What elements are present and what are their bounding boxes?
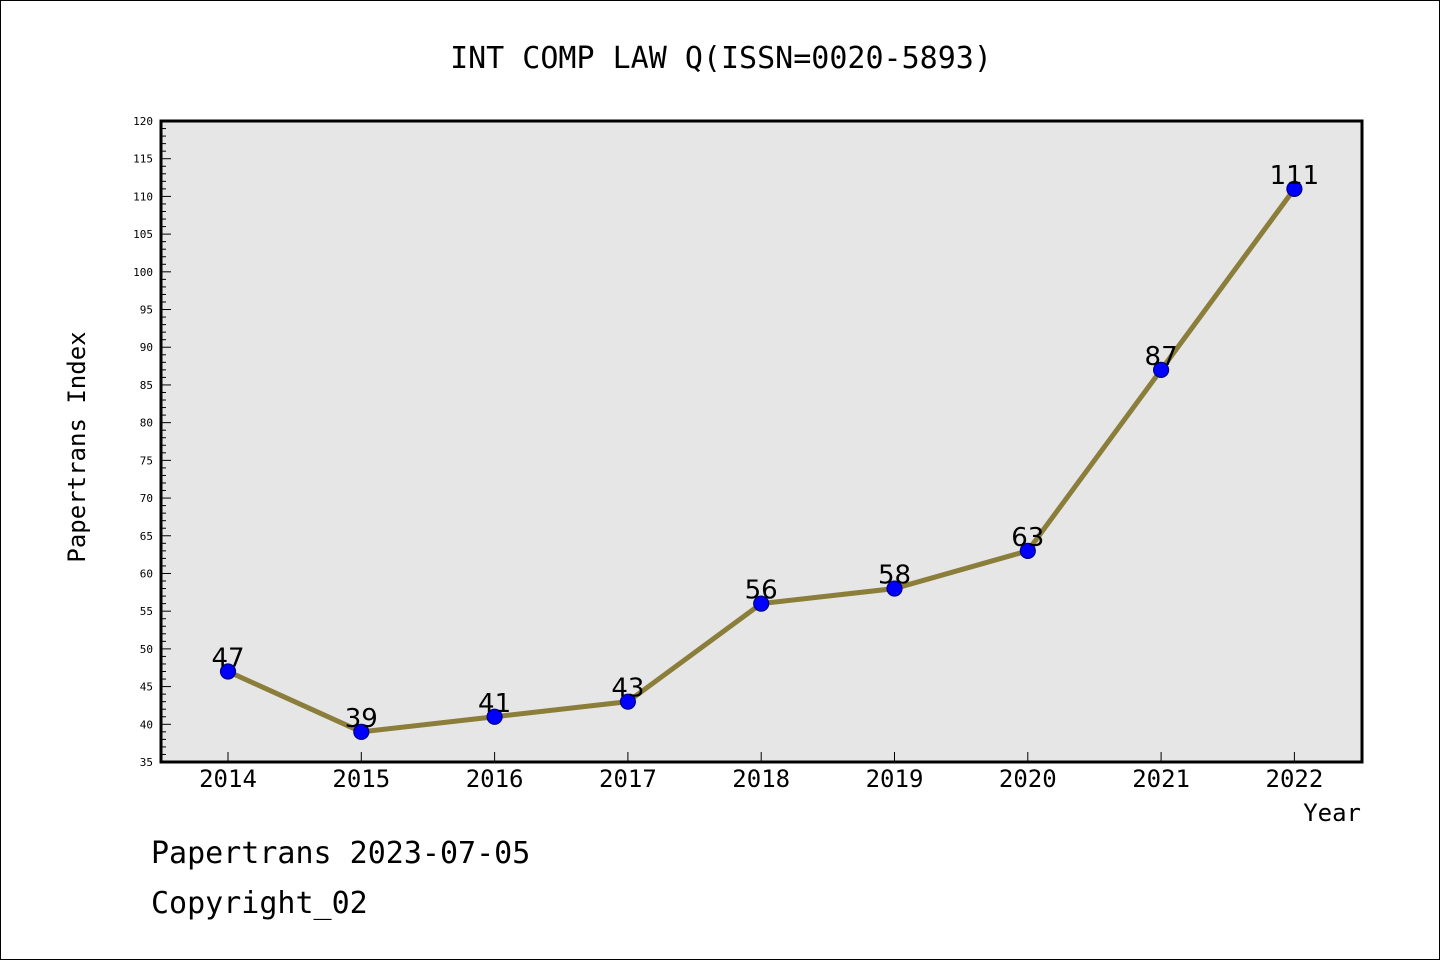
y-axis: 35 40 45 50 55 60 65 70 75 80 85 90 95 100 105 110 115 12… bbox=[133, 115, 171, 769]
x-tick-label: 2020 bbox=[999, 765, 1057, 793]
y-tick-label: 80 bbox=[140, 417, 153, 430]
data-point bbox=[753, 595, 770, 612]
footer-copyright: Copyright_02 bbox=[151, 886, 368, 921]
y-tick-label: 40 bbox=[140, 718, 153, 731]
data-label: 63 bbox=[1011, 523, 1044, 553]
plot-area bbox=[159, 119, 1364, 764]
x-axis: 2014 2015 2016 2017 2018 2019 2020 2021 2022 bbox=[199, 752, 1323, 793]
y-tick-label: 75 bbox=[140, 454, 153, 467]
x-tick-label: 2019 bbox=[866, 765, 924, 793]
data-point bbox=[486, 708, 503, 725]
data-labels-group: 47 39 41 43 56 58 63 87 111 bbox=[211, 161, 1319, 734]
y-tick-label: 70 bbox=[140, 492, 153, 505]
y-tick-label: 50 bbox=[140, 643, 153, 656]
data-label: 58 bbox=[878, 561, 911, 591]
markers-group bbox=[219, 180, 1303, 740]
y-axis-label: Papertrans Index bbox=[63, 331, 91, 562]
y-tick-label: 35 bbox=[140, 756, 153, 769]
y-tick-label: 105 bbox=[133, 228, 153, 241]
data-point bbox=[1152, 361, 1170, 378]
y-tick-label: 65 bbox=[140, 530, 153, 543]
y-tick-label: 115 bbox=[133, 153, 153, 166]
y-tick-label: 110 bbox=[133, 190, 153, 203]
data-label: 87 bbox=[1145, 342, 1178, 372]
y-tick-label: 95 bbox=[140, 304, 153, 317]
y-tick-label: 55 bbox=[140, 605, 153, 618]
chart-title: INT COMP LAW Q(ISSN=0020-5893) bbox=[450, 41, 992, 76]
x-tick-label: 2016 bbox=[466, 765, 524, 793]
x-tick-label: 2018 bbox=[732, 765, 790, 793]
data-label: 47 bbox=[211, 644, 244, 674]
data-point bbox=[219, 663, 237, 680]
y-tick-label: 90 bbox=[140, 341, 153, 354]
data-label: 43 bbox=[611, 674, 644, 704]
footer-date: Papertrans 2023-07-05 bbox=[151, 836, 531, 871]
x-tick-label: 2017 bbox=[599, 765, 657, 793]
x-tick-label: 2015 bbox=[332, 765, 390, 793]
data-point bbox=[353, 723, 370, 740]
data-point bbox=[1019, 542, 1036, 559]
data-label: 56 bbox=[745, 576, 778, 606]
data-label: 39 bbox=[345, 704, 378, 734]
x-tick-label: 2021 bbox=[1132, 765, 1190, 793]
y-tick-label: 45 bbox=[140, 681, 153, 694]
x-tick-label: 2014 bbox=[199, 765, 257, 793]
data-point bbox=[1286, 180, 1303, 197]
x-tick-label: 2022 bbox=[1266, 765, 1324, 793]
data-point bbox=[886, 580, 903, 597]
y-tick-label: 120 bbox=[133, 115, 153, 128]
y-tick-label: 85 bbox=[140, 379, 153, 392]
x-axis-label: Year bbox=[1303, 799, 1361, 827]
y-tick-label: 60 bbox=[140, 567, 153, 580]
y-tick-label: 100 bbox=[133, 266, 153, 279]
data-label: 41 bbox=[478, 689, 511, 719]
data-point bbox=[619, 693, 637, 710]
data-label: 111 bbox=[1270, 161, 1320, 191]
